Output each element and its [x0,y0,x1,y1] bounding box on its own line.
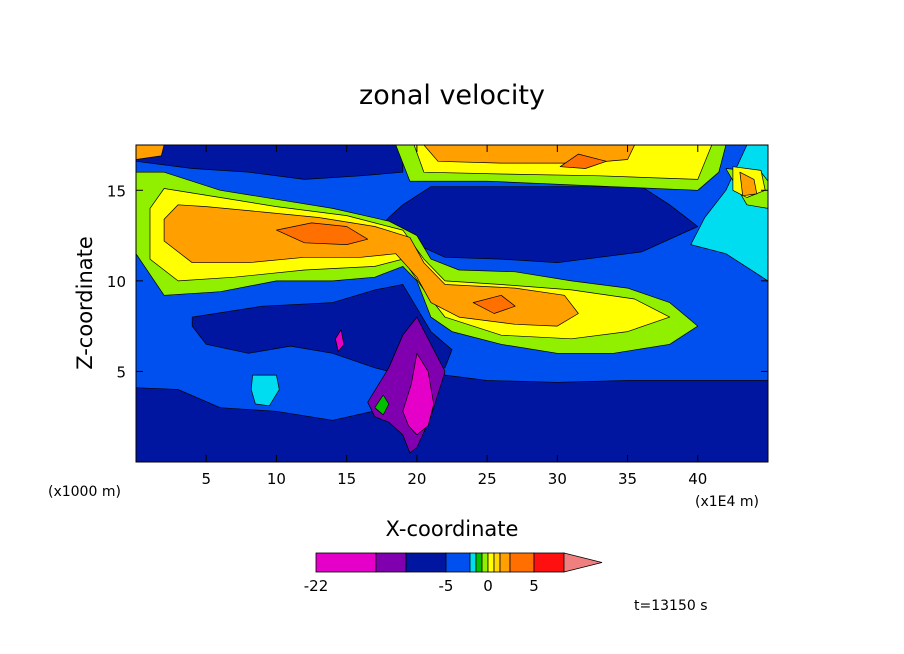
colorbar-arrow [563,552,603,573]
colorbar-swatch [475,552,483,573]
contour-region-16 [163,204,579,327]
x-tick-label: 10 [267,470,286,488]
chart-title: zonal velocity [359,80,545,111]
colorbar-swatch [481,552,489,573]
x-tick-label: 40 [688,470,707,488]
contour-region-5 [402,352,435,436]
colorbar-swatch [405,552,447,573]
colorbar-swatch [533,552,565,573]
contour-region-2 [374,186,699,264]
colorbar-label: 5 [529,577,539,595]
x-tick-label: 5 [201,470,211,488]
y-axis-label: Z-coordinate [73,236,97,370]
x-tick-label: 30 [548,470,567,488]
y-tick-label: 15 [107,182,126,200]
x-tick-label: 25 [478,470,497,488]
colorbar-label: 0 [483,577,493,595]
colorbar-swatch [499,552,511,573]
colorbar-swatch [509,552,535,573]
plot-frame [135,144,769,463]
contour-region-7 [250,374,280,407]
contour-region-19 [739,171,758,197]
contour-region-3 [136,145,404,180]
colorbar-swatch [375,552,407,573]
colorbar-swatch [487,552,495,573]
x-tick-label: 15 [337,470,356,488]
axis-ticks: 5 10 15 20 25 30 35 40 5 10 15 [107,145,768,488]
colorbar-swatch [493,552,501,573]
contour-region-18 [136,145,165,160]
colorbar-swatch [469,552,477,573]
colorbar-swatch [445,552,471,573]
x-unit-right: (x1E4 m) [695,494,759,510]
contour-region-1 [191,284,453,380]
colorbar: -22 -5 0 5 [304,552,603,595]
x-unit-left: (x1000 m) [48,484,121,500]
x-axis-label: X-coordinate [386,517,519,541]
y-tick-label: 5 [116,363,126,381]
colorbar-label: -22 [304,577,329,595]
x-tick-label: 20 [407,470,426,488]
y-tick-label: 10 [107,273,126,291]
colorbar-swatch [315,552,377,573]
contour-region-21 [472,294,516,314]
plot-area [136,145,768,462]
x-tick-label: 35 [618,470,637,488]
colorbar-label: -5 [439,577,454,595]
contour-region-20 [276,222,369,245]
contour-regions [136,145,768,462]
contour-region-6 [335,329,345,352]
contour-region-9 [374,394,390,416]
time-annotation: t=13150 s [634,598,708,614]
contour-region-22 [559,153,607,169]
